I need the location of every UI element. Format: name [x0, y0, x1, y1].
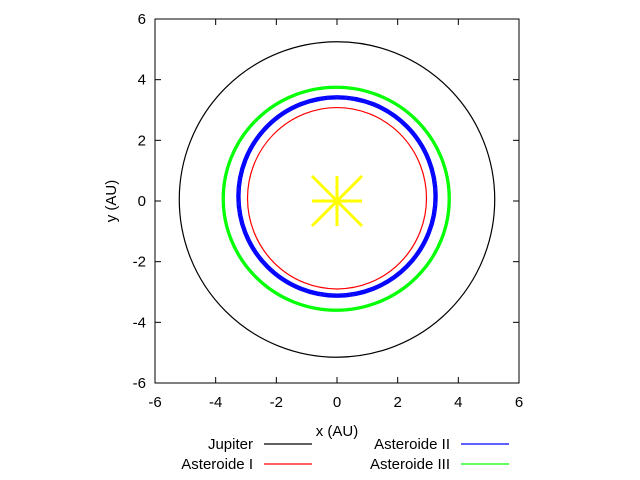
y-tick-label: -2 — [133, 254, 146, 271]
orbit-path — [238, 97, 436, 296]
orbits-layer — [178, 41, 496, 358]
series-asteroide-i — [246, 106, 428, 290]
legend-label: Jupiter — [208, 436, 253, 453]
x-tick-label: 2 — [393, 394, 401, 411]
orbit-path — [178, 41, 496, 358]
series-jupiter — [178, 41, 496, 358]
legend-item: Asteroide I — [181, 456, 312, 473]
y-tick-label: -6 — [133, 375, 146, 392]
series-asteroide-ii — [236, 95, 438, 298]
orbit-path — [239, 98, 435, 295]
y-tick-label: 2 — [138, 132, 146, 149]
y-tick-label: 6 — [138, 11, 146, 28]
legend: Jupiter Asteroide I Asteroide II Asteroide … — [181, 436, 509, 473]
x-tick-label: -2 — [270, 394, 283, 411]
x-tick-label: -4 — [209, 394, 222, 411]
orbit-path — [236, 95, 438, 298]
legend-item: Asteroide II — [374, 436, 509, 453]
x-tick-label: 4 — [454, 394, 462, 411]
legend-label: Asteroide I — [181, 456, 253, 473]
legend-item: Asteroide III — [370, 456, 509, 473]
sun-ray — [310, 174, 364, 228]
y-axis-label: y (AU) — [103, 180, 120, 223]
orbit-path — [221, 85, 451, 312]
legend-label: Asteroide II — [374, 436, 450, 453]
orbit-path — [223, 87, 449, 310]
x-axis-label: x (AU) — [316, 423, 359, 440]
legend-label: Asteroide III — [370, 456, 450, 473]
y-tick-label: 4 — [138, 72, 146, 89]
x-tick-label: 0 — [333, 394, 341, 411]
sun-star-burst-icon — [310, 174, 364, 228]
x-tick-label: -6 — [148, 394, 161, 411]
x-tick-label: 6 — [515, 394, 523, 411]
y-tick-label: -4 — [133, 314, 146, 331]
y-tick-label: 0 — [138, 193, 146, 210]
orbit-path — [237, 96, 437, 297]
legend-item: Jupiter — [208, 436, 312, 453]
orbit-path — [246, 106, 428, 290]
series-asteroide-iii — [221, 85, 451, 312]
orbit-path — [222, 86, 450, 311]
axis-ticks: -6 -4 -2 0 2 4 6 -6 -4 -2 0 2 4 6 — [133, 11, 524, 411]
